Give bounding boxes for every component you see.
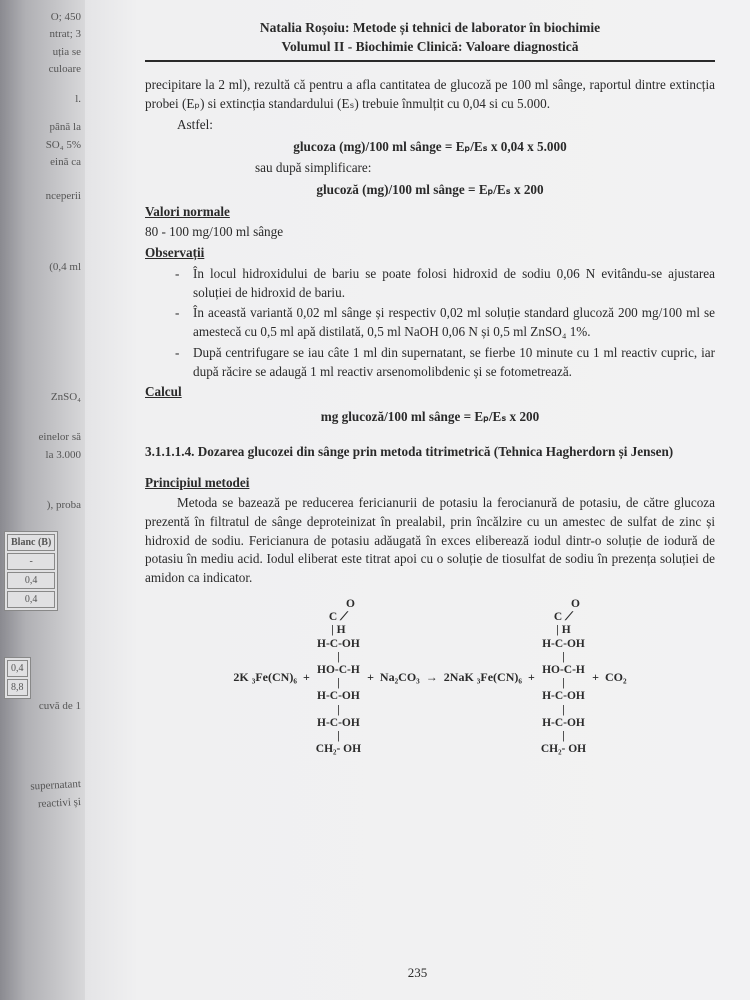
bond: | H <box>556 624 570 637</box>
atom: H-C-OH <box>542 690 585 703</box>
cell: Blanc (B) <box>7 534 55 551</box>
heading-observatii: Observații <box>145 245 204 260</box>
section-title: 3.1.1.1.4. Dozarea glucozei din sânge pr… <box>145 443 715 462</box>
bond: | <box>337 677 340 690</box>
frag: ), proba <box>4 498 81 512</box>
atom: HO-C-H <box>317 664 360 677</box>
list-item: În locul hidroxidului de bariu se poate … <box>193 265 715 302</box>
frag: einelor să <box>4 430 81 444</box>
chemical-equation: 2K ₃Fe(CN)₆ + O C ⟋ | H H-C-OH | HO-C-H … <box>145 598 715 757</box>
bond: | <box>562 730 565 743</box>
plus-icon: + <box>303 669 310 686</box>
page-content: Natalia Roșoiu: Metode și tehnici de lab… <box>85 0 750 1000</box>
frag: supernatant <box>4 777 82 795</box>
molecule-glucose-left: O C ⟋ | H H-C-OH | HO-C-H | H-C-OH | H-C… <box>316 598 361 757</box>
cell: 0,4 <box>7 572 55 589</box>
paragraph: sau după simplificare: <box>255 159 715 178</box>
bond: | <box>337 730 340 743</box>
frag: până la <box>4 120 81 134</box>
dash-icon: - <box>175 304 193 341</box>
bond: | <box>562 704 565 717</box>
bond: | <box>562 677 565 690</box>
plus-icon: + <box>592 669 599 686</box>
cell: - <box>7 553 55 570</box>
reagent: 2K ₃Fe(CN)₆ <box>233 669 297 686</box>
dash-icon: - <box>175 344 193 381</box>
frag: la 3.000 <box>4 448 81 462</box>
frag: reactivi și <box>4 795 82 813</box>
paragraph: Metoda se bazează pe reducerea fericianu… <box>145 494 715 588</box>
atom: O <box>346 598 355 611</box>
atom: O <box>571 598 580 611</box>
cell: 0,4 <box>7 660 28 677</box>
frag: l. <box>4 92 81 106</box>
product: 2NaK ₃Fe(CN)₆ <box>444 669 522 686</box>
formula: glucoză (mg)/100 ml sânge = Eₚ/Eₛ x 200 <box>145 181 715 200</box>
heading-valori-normale: Valori normale <box>145 204 230 219</box>
frag: (0,4 ml <box>4 260 81 274</box>
formula: mg glucoză/100 ml sânge = Eₚ/Eₛ x 200 <box>145 408 715 427</box>
frag: ntrat; 3 <box>4 27 81 41</box>
formula: glucoza (mg)/100 ml sânge = Eₚ/Eₛ x 0,04… <box>145 138 715 157</box>
atom: C ⟋ <box>554 611 573 624</box>
bond: | <box>337 704 340 717</box>
list-item: În această variantă 0,02 ml sânge și res… <box>193 304 715 341</box>
heading-calcul: Calcul <box>145 384 182 399</box>
bullet-list: -În locul hidroxidului de bariu se poate… <box>175 265 715 381</box>
cell: 8,8 <box>7 679 28 696</box>
reagent: Na₂CO₃ <box>380 669 420 686</box>
heading-principiul: Principiul metodei <box>145 475 249 490</box>
cell: 0,4 <box>7 591 55 608</box>
frag: ZnSO₄ <box>4 390 81 404</box>
product: CO₂ <box>605 669 627 686</box>
page-header: Natalia Roșoiu: Metode și tehnici de lab… <box>145 18 715 62</box>
atom: H-C-OH <box>317 717 360 730</box>
paragraph: precipitare la 2 ml), rezultă că pentru … <box>145 76 715 113</box>
list-item: După centrifugare se iau câte 1 ml din s… <box>193 344 715 381</box>
plus-icon: + <box>528 669 535 686</box>
arrow-icon: → <box>426 669 438 686</box>
atom: H-C-OH <box>542 638 585 651</box>
frag: nceperii <box>4 189 81 203</box>
bond: | <box>337 651 340 664</box>
frag: culoare <box>4 62 81 76</box>
atom: CH₂- OH <box>541 743 586 756</box>
header-line-2: Volumul II - Biochimie Clinică: Valoare … <box>145 37 715 56</box>
frag: uția se <box>4 45 81 59</box>
paragraph: 80 - 100 mg/100 ml sânge <box>145 223 715 242</box>
frag: SO₄ 5% <box>4 138 81 152</box>
frag: O; 450 <box>4 10 81 24</box>
atom: CH₂- OH <box>316 743 361 756</box>
atom: H-C-OH <box>542 717 585 730</box>
atom: H-C-OH <box>317 638 360 651</box>
page-number: 235 <box>85 964 750 982</box>
atom: C ⟋ <box>329 611 348 624</box>
bond: | <box>562 651 565 664</box>
dash-icon: - <box>175 265 193 302</box>
frag-table: Blanc (B) - 0,4 0,4 <box>4 531 58 611</box>
bond: | H <box>331 624 345 637</box>
paragraph: Astfel: <box>145 116 715 135</box>
molecule-glucose-right: O C ⟋ | H H-C-OH | HO-C-H | H-C-OH | H-C… <box>541 598 586 757</box>
header-line-1: Natalia Roșoiu: Metode și tehnici de lab… <box>145 18 715 37</box>
atom: H-C-OH <box>317 690 360 703</box>
atom: HO-C-H <box>542 664 585 677</box>
previous-page-fragment: O; 450 ntrat; 3 uția se culoare l. până … <box>0 0 85 1000</box>
plus-icon: + <box>367 669 374 686</box>
frag-table: 0,4 8,8 <box>4 657 31 699</box>
frag: eină ca <box>4 155 81 169</box>
frag: cuvă de 1 <box>4 699 81 713</box>
